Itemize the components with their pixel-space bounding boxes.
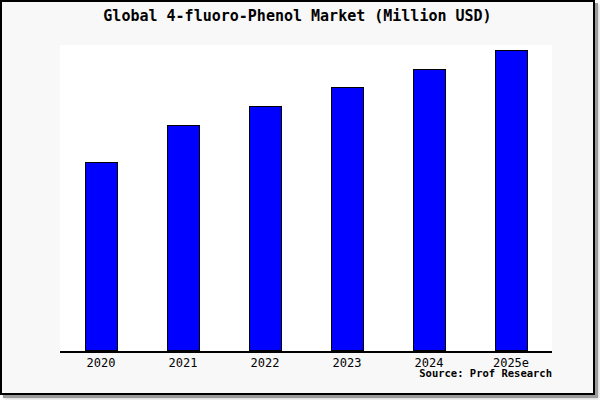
chart-figure: Global 4-fluoro-Phenol Market (Million U…	[0, 0, 595, 395]
bar-slot-2023	[306, 45, 388, 351]
x-tick-label-2023: 2023	[306, 356, 388, 370]
bar-slot-2024	[388, 45, 470, 351]
x-tick-label-2020: 2020	[60, 356, 142, 370]
plot-area	[60, 45, 552, 353]
source-credit: Source: Prof Research	[419, 367, 552, 379]
bar-2022	[249, 106, 282, 351]
bar-slot-2025e	[470, 45, 552, 351]
chart-title: Global 4-fluoro-Phenol Market (Million U…	[2, 7, 593, 25]
bar-2023	[331, 87, 364, 351]
bar-slot-2021	[142, 45, 224, 351]
bar-2021	[167, 125, 200, 351]
x-tick-label-2021: 2021	[142, 356, 224, 370]
bar-2020	[85, 162, 118, 351]
bar-2024	[413, 69, 446, 351]
x-tick-label-2022: 2022	[224, 356, 306, 370]
bar-slot-2022	[224, 45, 306, 351]
bar-slot-2020	[60, 45, 142, 351]
bar-2025e	[495, 50, 528, 351]
